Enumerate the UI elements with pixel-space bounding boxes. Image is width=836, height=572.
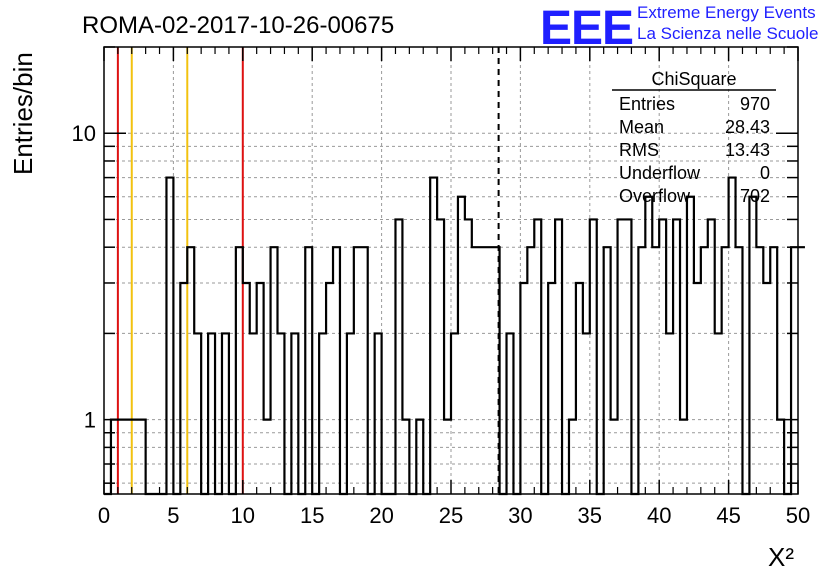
stats-label: Underflow: [619, 163, 701, 183]
stats-label: Entries: [619, 94, 675, 114]
eee-logo: EEE: [540, 2, 633, 55]
stats-value: 13.43: [725, 140, 770, 160]
x-tick-label: 5: [167, 503, 179, 528]
stats-box: ChiSquare Entries 970 Mean 28.43 RMS 13.43 Und…: [612, 69, 776, 206]
logo-line2: La Scienza nelle Scuole: [637, 24, 818, 43]
reference-lines: [116, 47, 500, 494]
y-axis-title: Entries/bin: [8, 52, 38, 175]
x-tick-label: 0: [98, 503, 110, 528]
stats-label: RMS: [619, 140, 659, 160]
x-tick-label: 30: [508, 503, 532, 528]
stats-name: ChiSquare: [651, 69, 736, 89]
stats-value: 0: [760, 163, 770, 183]
stats-label: Mean: [619, 117, 664, 137]
x-tick-label: 15: [300, 503, 324, 528]
x-tick-label: 25: [439, 503, 463, 528]
stats-value: 702: [740, 186, 770, 206]
chart-title: ROMA-02-2017-10-26-00675: [82, 12, 394, 39]
logo-line1: Extreme Energy Events: [637, 3, 816, 22]
stats-value: 970: [740, 94, 770, 114]
y-tick-label: 1: [84, 408, 96, 433]
x-axis-title: X²: [768, 542, 794, 572]
x-tick-label: 50: [786, 503, 810, 528]
stats-value: 28.43: [725, 117, 770, 137]
x-tick-label: 35: [578, 503, 602, 528]
grid-lines: [104, 46, 798, 494]
y-tick-label: 10: [72, 121, 96, 146]
x-tick-label: 20: [369, 503, 393, 528]
axis-ticks: 0 5 10 15 20 25 30 35 40 45 50 1 10: [72, 46, 810, 528]
stats-label: Overflow: [619, 186, 691, 206]
x-tick-label: 10: [231, 503, 255, 528]
histogram-outline: [104, 176, 805, 496]
x-tick-label: 40: [647, 503, 671, 528]
x-tick-label: 45: [716, 503, 740, 528]
